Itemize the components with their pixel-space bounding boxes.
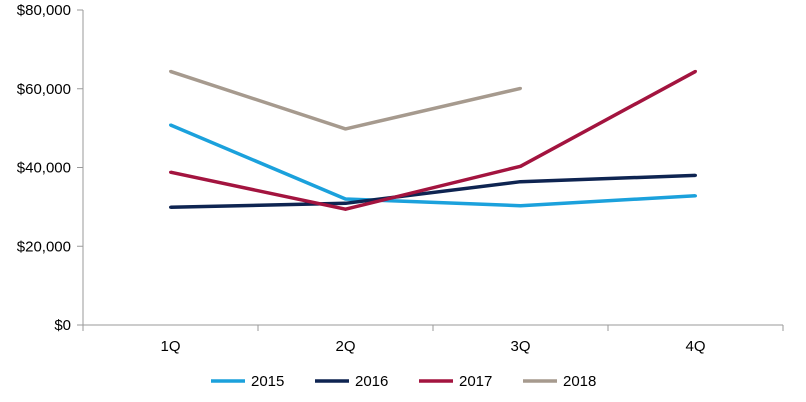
y-tick-label: $80,000 [17, 2, 71, 19]
x-tick-label: 2Q [335, 338, 355, 355]
data-point-2018-3Q [519, 86, 522, 90]
x-tick-label: 4Q [685, 338, 705, 355]
y-axis-ticks: $0 $20,000 $40,000 $60,000 $80,000 [17, 2, 83, 334]
y-tick-label: $40,000 [17, 160, 71, 177]
data-point-2018-1Q [169, 69, 172, 73]
series-line-2015 [169, 123, 696, 208]
legend-label-2015: 2015 [251, 373, 284, 390]
data-point-2016-4Q [694, 173, 697, 177]
legend-label-2018: 2018 [563, 373, 596, 390]
data-point-2015-1Q [169, 123, 172, 127]
data-point-2017-4Q [694, 69, 697, 73]
data-point-2015-4Q [694, 194, 697, 198]
data-point-2017-1Q [169, 170, 172, 174]
chart-series [169, 69, 697, 211]
series-line-2016 [170, 173, 696, 210]
x-axis-ticks: 1Q 2Q 3Q 4Q [82, 325, 784, 355]
series-line-2018 [169, 69, 521, 131]
data-point-2017-3Q [519, 164, 522, 168]
y-tick-label: $20,000 [17, 238, 71, 255]
y-tick-label: $60,000 [17, 81, 71, 98]
chart-axes [82, 10, 783, 326]
data-point-2016-2Q [344, 201, 347, 205]
legend-label-2016: 2016 [355, 373, 388, 390]
chart-legend: 2015 2016 2017 2018 [211, 373, 596, 390]
data-point-2018-2Q [344, 127, 347, 131]
data-point-2016-3Q [519, 180, 522, 184]
data-point-2017-2Q [344, 207, 347, 211]
data-point-2015-2Q [344, 197, 347, 201]
legend-label-2017: 2017 [459, 373, 492, 390]
series-line-2017 [170, 69, 697, 211]
x-tick-label: 3Q [510, 338, 530, 355]
data-point-2016-1Q [169, 205, 172, 209]
y-tick-label: $0 [54, 317, 71, 334]
x-tick-label: 1Q [160, 338, 180, 355]
data-point-2015-3Q [519, 204, 522, 208]
